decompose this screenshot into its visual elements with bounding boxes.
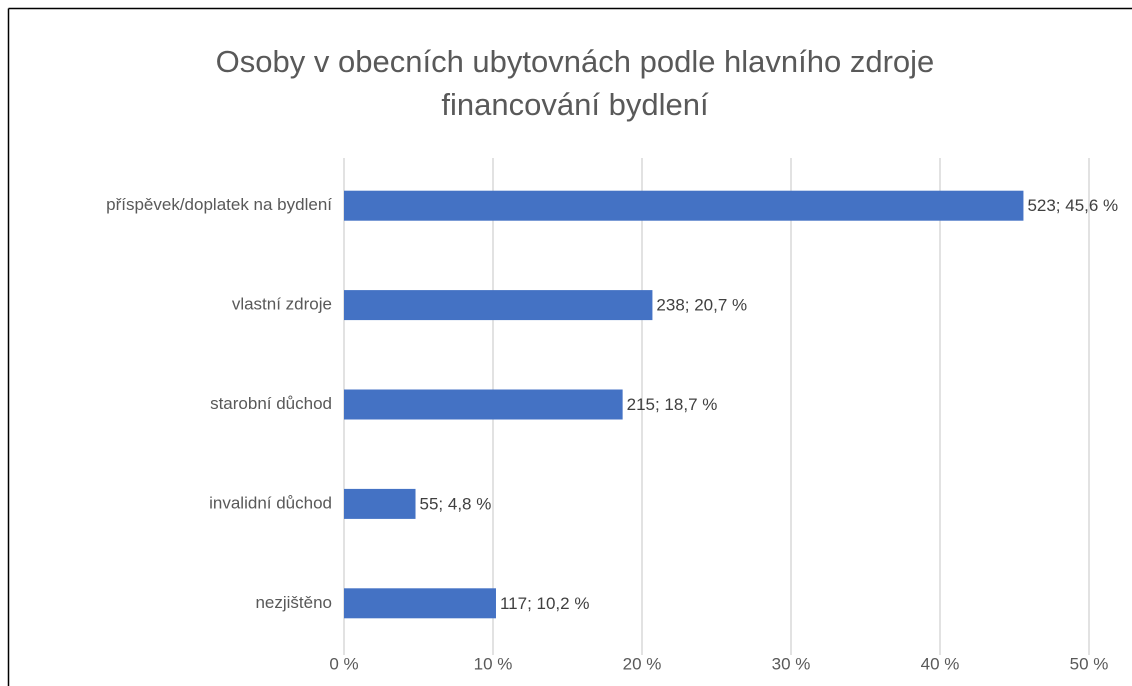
y-tick-label: starobní důchod bbox=[210, 394, 332, 413]
bar bbox=[344, 389, 623, 420]
y-tick-label: nezjištěno bbox=[255, 593, 332, 612]
data-label: 117; 10,2 % bbox=[500, 594, 589, 613]
bar bbox=[344, 190, 1024, 221]
y-tick-label: vlastní zdroje bbox=[232, 295, 332, 314]
data-label: 238; 20,7 % bbox=[656, 296, 747, 315]
data-label: 523; 45,6 % bbox=[1027, 196, 1118, 215]
bar bbox=[344, 488, 416, 519]
y-tick-label: příspěvek/doplatek na bydlení bbox=[106, 195, 332, 214]
x-tick-label: 30 % bbox=[772, 654, 811, 673]
bar bbox=[344, 290, 653, 321]
x-tick-label: 10 % bbox=[474, 654, 513, 673]
chart-title: Osoby v obecních ubytovnách podle hlavní… bbox=[215, 44, 935, 122]
x-tick-label: 20 % bbox=[623, 654, 662, 673]
data-label: 215; 18,7 % bbox=[627, 395, 718, 414]
bar bbox=[344, 588, 496, 619]
x-tick-label: 50 % bbox=[1070, 654, 1109, 673]
x-tick-label: 0 % bbox=[329, 654, 358, 673]
x-tick-label: 40 % bbox=[921, 654, 960, 673]
data-label: 55; 4,8 % bbox=[420, 494, 492, 513]
y-tick-label: invalidní důchod bbox=[209, 493, 332, 512]
